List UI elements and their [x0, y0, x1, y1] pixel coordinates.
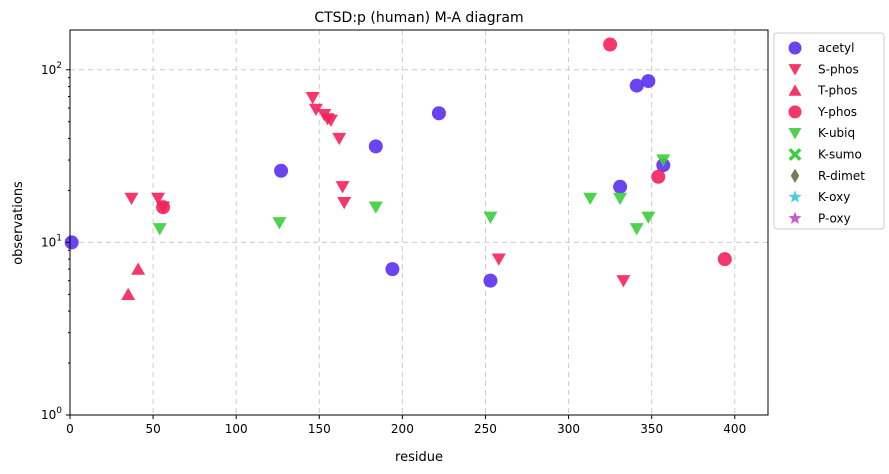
acetyl-point — [274, 163, 289, 178]
legend-acetyl-label: acetyl — [818, 41, 854, 55]
y-tick-label: 102 — [41, 61, 62, 77]
plot-frame — [69, 29, 769, 416]
legend-K-oxy-label: K-oxy — [818, 190, 850, 204]
K-ubiq-point — [152, 223, 167, 236]
legend-P-oxy-marker — [788, 211, 802, 224]
acetyl-point — [368, 139, 383, 154]
legend-K-oxy-marker — [788, 190, 802, 203]
legend-K-sumo-marker-stroke — [788, 148, 802, 161]
S-phos-point — [332, 132, 347, 146]
acetyl-point — [641, 74, 656, 89]
legend-K-sumo-label: K-sumo — [818, 148, 862, 162]
Y-phos-point — [651, 169, 666, 184]
legend-acetyl-marker — [788, 41, 802, 55]
K-ubiq-point — [641, 211, 656, 224]
legend-R-dimet-label: R-dimet — [818, 169, 865, 183]
S-phos-point — [151, 192, 166, 205]
legend-T-phos-label: T-phos — [817, 84, 857, 98]
y-tick-exponent: 1 — [56, 233, 62, 243]
x-tick-label: 300 — [557, 422, 580, 436]
plot-background — [70, 30, 768, 415]
S-phos-point — [124, 192, 139, 205]
K-ubiq-point — [583, 192, 598, 205]
legend-P-oxy-label: P-oxy — [818, 211, 851, 225]
S-phos-point — [491, 253, 506, 266]
y-tick-label: 101 — [41, 233, 62, 249]
y-tick-exponent: 2 — [56, 61, 62, 71]
legend-S-phos-label: S-phos — [818, 62, 859, 76]
acetyl-point — [629, 78, 644, 93]
y-axis-label: observations — [11, 181, 26, 265]
legend-frame — [773, 32, 885, 230]
x-tick-label: 100 — [225, 422, 248, 436]
legend-T-phos-marker — [788, 84, 802, 96]
data-points — [64, 37, 732, 300]
grid-lines — [70, 30, 768, 415]
K-ubiq-point — [629, 223, 644, 236]
y-tick-base: 10 — [41, 235, 56, 249]
x-axis-label: residue — [395, 450, 443, 465]
legend-K-sumo-marker — [788, 148, 802, 161]
legend-S-phos-marker — [788, 64, 802, 76]
y-tick-base: 10 — [41, 408, 56, 422]
legend-K-ubiq-marker — [788, 128, 802, 140]
acetyl-point — [613, 179, 628, 194]
S-phos-point — [323, 114, 338, 127]
legend-R-dimet-marker — [790, 168, 800, 183]
K-ubiq-point — [656, 154, 671, 167]
x-tick-label: 350 — [640, 422, 663, 436]
K-ubiq-point — [272, 217, 287, 230]
Y-phos-point — [717, 252, 732, 267]
T-phos-point — [121, 287, 136, 300]
x-axis-ticks: 0 50 100 150 200 250 300 350 400 — [66, 415, 746, 436]
acetyl-point — [483, 273, 498, 288]
S-phos-point — [337, 197, 352, 210]
T-phos-point — [131, 262, 146, 275]
legend-Y-phos-label: Y-phos — [817, 105, 857, 119]
x-tick-label: 400 — [723, 422, 746, 436]
Y-phos-point — [603, 37, 618, 52]
x-tick-label: 0 — [66, 422, 74, 436]
S-phos-point — [305, 91, 320, 105]
y-tick-exponent: 0 — [56, 406, 62, 416]
legend: acetyl S-phos T-phos Y-phos K-ubiq K-sumo R-di… — [773, 32, 885, 230]
chart-title: CTSD:p (human) M-A diagram — [314, 10, 523, 26]
Y-phos-point — [156, 200, 171, 215]
S-phos-point — [335, 181, 350, 194]
y-tick-base: 10 — [41, 63, 56, 77]
legend-K-ubiq-label: K-ubiq — [818, 126, 855, 140]
acetyl-point — [64, 235, 79, 250]
acetyl-point — [385, 262, 400, 277]
y-tick-label: 100 — [41, 406, 62, 422]
x-tick-label: 50 — [145, 422, 160, 436]
x-tick-label: 150 — [308, 422, 331, 436]
x-tick-label: 200 — [391, 422, 414, 436]
K-ubiq-point — [483, 211, 498, 224]
S-phos-point — [308, 103, 323, 116]
K-ubiq-point — [368, 201, 383, 214]
S-phos-point — [616, 275, 631, 288]
legend-Y-phos-marker — [788, 105, 802, 119]
K-ubiq-point — [613, 192, 628, 205]
x-tick-label: 250 — [474, 422, 497, 436]
acetyl-point — [431, 106, 446, 121]
